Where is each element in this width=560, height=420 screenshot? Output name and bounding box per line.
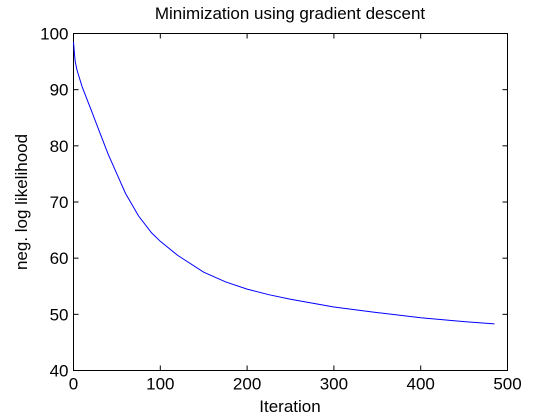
y-tick-label: 40	[50, 362, 69, 381]
y-tick-label: 100	[40, 25, 68, 44]
x-tick-label: 400	[407, 375, 435, 394]
y-tick-label: 80	[50, 137, 69, 156]
y-axis-label: neg. log likelihood	[12, 134, 31, 270]
x-tick-label: 200	[233, 375, 261, 394]
x-tick-label: 100	[146, 375, 174, 394]
x-tick-label: 300	[320, 375, 348, 394]
x-tick-label: 500	[493, 375, 521, 394]
x-axis-label: Iteration	[259, 397, 320, 416]
plot-frame	[73, 33, 508, 371]
series-line	[73, 41, 495, 325]
y-tick-label: 70	[50, 193, 69, 212]
series-layer	[73, 41, 495, 325]
y-tick-label: 60	[50, 249, 69, 268]
y-tick-label: 90	[50, 81, 69, 100]
chart-title: Minimization using gradient descent	[155, 4, 426, 23]
x-tick-label: 0	[69, 375, 78, 394]
y-tick-label: 50	[50, 305, 69, 324]
ticks-layer: 0 100 200 300 400 500 40 50 60 70 80 90 100	[40, 25, 522, 394]
